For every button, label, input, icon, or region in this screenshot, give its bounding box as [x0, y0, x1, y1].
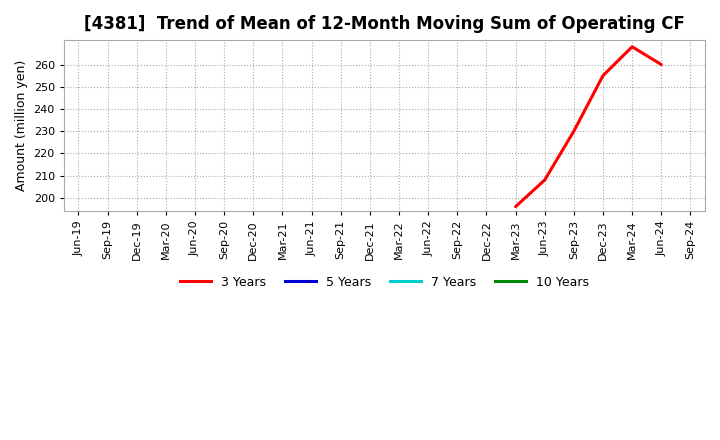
Title: [4381]  Trend of Mean of 12-Month Moving Sum of Operating CF: [4381] Trend of Mean of 12-Month Moving …: [84, 15, 685, 33]
Y-axis label: Amount (million yen): Amount (million yen): [15, 60, 28, 191]
Legend: 3 Years, 5 Years, 7 Years, 10 Years: 3 Years, 5 Years, 7 Years, 10 Years: [175, 271, 594, 294]
